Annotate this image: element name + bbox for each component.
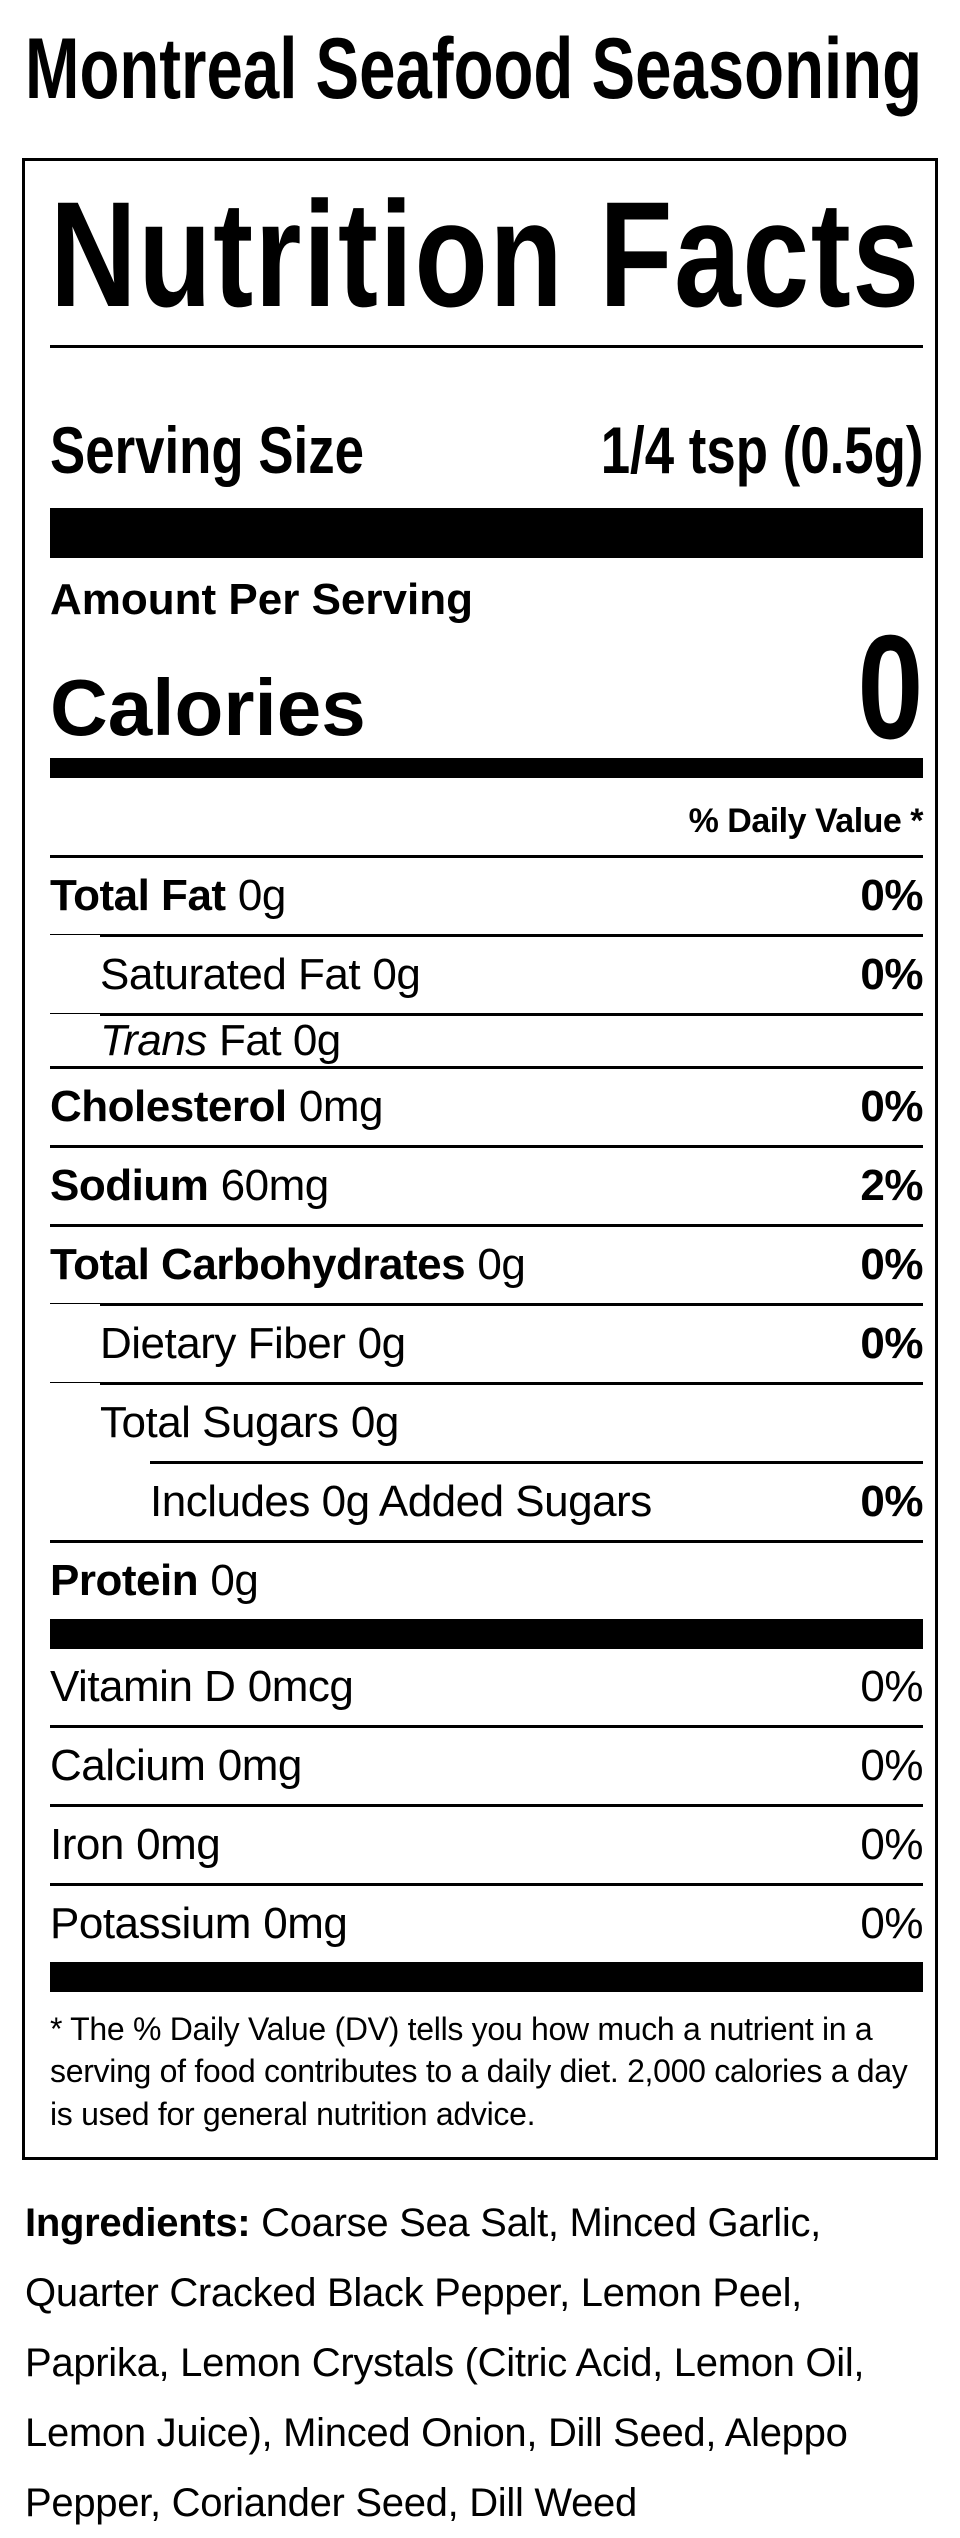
calories-label: Calories [50,663,366,753]
medium-divider-bar [50,758,923,779]
row-divider [50,1066,923,1070]
row-divider [50,1883,923,1887]
medium-divider-bar [50,1619,923,1650]
row-divider [50,1804,923,1808]
nutrient-name: Total Carbohydrates 0g [50,1240,526,1290]
nutrient-name: Total Sugars 0g [100,1398,399,1448]
nutrient-row-total-carbohydrates: Total Carbohydrates 0g 0% [50,1227,923,1303]
nutrient-row-calcium: Calcium 0mg 0% [50,1728,923,1804]
daily-value: 0% [860,1741,923,1791]
nutrient-name: Cholesterol 0mg [50,1082,383,1132]
daily-value: 0% [860,1820,923,1870]
nutrient-name: Saturated Fat 0g [100,950,421,1000]
daily-value: 0% [860,1899,923,1949]
daily-value-header: % Daily Value * [688,802,924,841]
medium-divider-bar [50,1962,923,1993]
nutrient-row-cholesterol: Cholesterol 0mg 0% [50,1069,923,1145]
daily-value: 0% [860,1662,923,1712]
amount-per-serving-label: Amount Per Serving [50,575,473,625]
row-divider [50,1540,923,1544]
nutrient-row-trans-fat: Trans Fat 0g [50,1016,923,1066]
ingredients-text: Coarse Sea Salt, Minced Garlic, Quarter … [25,2200,865,2525]
serving-size-label: Serving Size [50,413,364,488]
daily-value: 0% [860,1319,923,1369]
serving-size-value: 1/4 tsp (0.5g) [600,413,923,488]
row-divider-indented [50,934,923,938]
nutrition-facts-panel: Nutrition Facts Serving Size 1/4 tsp (0.… [22,158,938,2160]
nutrient-name: Dietary Fiber 0g [100,1319,406,1369]
nutrient-name: Includes 0g Added Sugars [150,1477,652,1527]
row-divider-indented [50,1303,923,1307]
nutrient-row-potassium: Potassium 0mg 0% [50,1886,923,1962]
row-divider [50,1224,923,1228]
nutrient-row-vitamin-d: Vitamin D 0mcg 0% [50,1649,923,1725]
row-divider [50,1725,923,1729]
daily-value: 0% [860,871,923,921]
nutrient-row-sodium: Sodium 60mg 2% [50,1148,923,1224]
ingredients-paragraph: Ingredients: Coarse Sea Salt, Minced Gar… [25,2188,940,2538]
nutrition-facts-heading: Nutrition Facts [50,179,923,329]
page-title-text: Montreal Seafood Seasoning [25,21,923,117]
nutrient-row-dietary-fiber: Dietary Fiber 0g 0% [50,1306,923,1382]
nutrient-name: Iron 0mg [50,1820,221,1870]
daily-value: 0% [860,1240,923,1290]
nutrient-row-saturated-fat: Saturated Fat 0g 0% [50,937,923,1013]
page: Montreal Seafood Seasoning Nutrition Fac… [0,24,960,2538]
nutrient-name: Total Fat 0g [50,871,286,921]
nutrient-row-total-fat: Total Fat 0g 0% [50,858,923,934]
calories-value: 0 [857,604,923,770]
nutrition-facts-heading-text: Nutrition Facts [50,170,921,339]
nutrient-name: Vitamin D 0mcg [50,1662,354,1712]
nutrient-row-total-sugars: Total Sugars 0g [50,1385,923,1461]
daily-value: 0% [860,1477,923,1527]
page-title: Montreal Seafood Seasoning [25,21,940,117]
daily-value: 0% [860,950,923,1000]
row-divider-double-indented [50,1461,923,1465]
row-divider-indented [50,1013,923,1017]
nutrient-row-added-sugars: Includes 0g Added Sugars 0% [50,1464,923,1540]
nutrient-name: Protein 0g [50,1556,259,1606]
ingredients-label: Ingredients: [25,2200,251,2245]
heading-divider [50,345,923,349]
daily-value: 0% [860,1082,923,1132]
nutrient-name: Sodium 60mg [50,1161,329,1211]
serving-size-row: Serving Size 1/4 tsp (0.5g) [50,412,923,488]
daily-value-footnote: * The % Daily Value (DV) tells you how m… [50,2011,908,2132]
nutrient-name: Calcium 0mg [50,1741,302,1791]
calories-row: Calories 0 [50,604,923,770]
nutrient-name: Potassium 0mg [50,1899,348,1949]
row-divider [50,855,923,859]
nutrient-name: Trans Fat 0g [100,1016,341,1066]
daily-value: 2% [860,1161,923,1211]
nutrient-row-protein: Protein 0g [50,1543,923,1619]
thick-divider-bar [50,508,923,559]
row-divider-indented [50,1382,923,1386]
nutrient-row-iron: Iron 0mg 0% [50,1807,923,1883]
row-divider [50,1145,923,1149]
